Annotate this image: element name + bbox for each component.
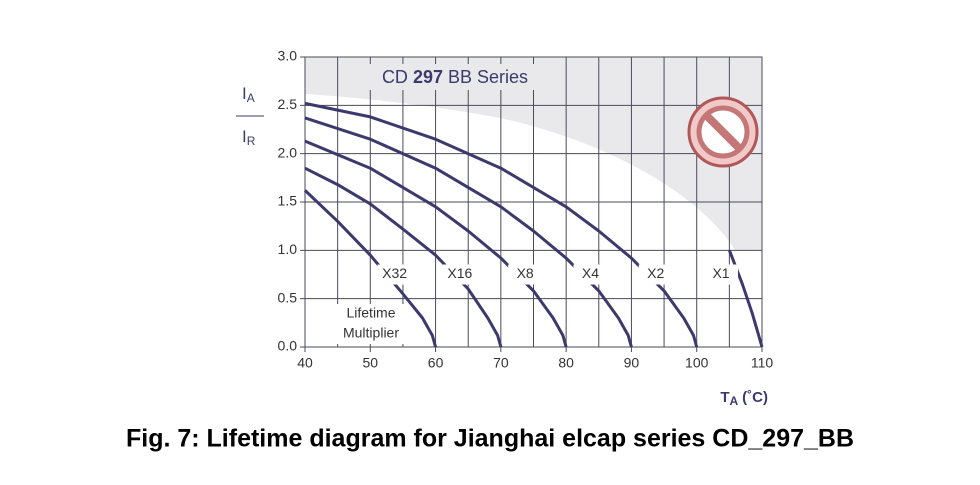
series-label: X16: [447, 265, 472, 281]
x-tick-label: 40: [297, 355, 313, 371]
annotation: Multiplier: [343, 325, 399, 341]
series-label: X8: [517, 265, 534, 281]
y-tick-label: 3.0: [278, 48, 298, 64]
series-label-bg: [442, 264, 477, 285]
series-line: [304, 139, 568, 348]
annotation: Lifetime: [346, 305, 395, 321]
x-tick-label: 60: [428, 355, 444, 371]
series-line: [304, 101, 699, 348]
x-tick-label: 110: [751, 355, 774, 371]
y-label-bottom: IR: [242, 127, 256, 148]
y-tick-label: 1.5: [278, 193, 298, 209]
series-label-bg: [508, 264, 543, 285]
series-label: X4: [582, 265, 599, 281]
prohibited-icon: [687, 96, 759, 168]
x-label-part: A: [730, 394, 739, 408]
series-label-bg: [573, 264, 608, 285]
x-label-part: (˚C): [742, 389, 768, 406]
y-label-part: I: [242, 127, 247, 146]
x-tick-label: 90: [624, 355, 640, 371]
caption: Fig. 7: Lifetime diagram for Jianghai el…: [126, 425, 854, 453]
series-line: [303, 189, 438, 348]
x-label: TA (˚C): [720, 389, 768, 408]
chart-title: CD 297 BB Series: [382, 67, 528, 87]
series-label: X32: [382, 265, 407, 281]
series-line: [304, 116, 633, 348]
series-label-bg: [638, 264, 673, 285]
series-label-bg: [377, 264, 412, 285]
y-label-part: R: [247, 134, 256, 148]
x-tick-label: 70: [493, 355, 509, 371]
y-label-part: A: [247, 91, 255, 105]
series-label: X2: [647, 265, 664, 281]
y-label-part: I: [242, 84, 247, 103]
x-label-part: T: [720, 389, 729, 406]
y-tick-label: 2.5: [278, 96, 298, 112]
y-label-top: IA: [242, 84, 255, 105]
series-line: [304, 166, 503, 348]
y-tick-label: 0.5: [278, 289, 298, 305]
plot-frame: [304, 56, 763, 348]
y-tick-label: 0.0: [278, 338, 298, 354]
x-tick-label: 80: [558, 355, 574, 371]
annotation-bg: [330, 304, 412, 344]
x-tick-label: 50: [362, 355, 378, 371]
y-tick-label: 2.0: [278, 144, 298, 160]
title-part: BB Series: [448, 67, 528, 87]
series-label-bg: [704, 264, 738, 285]
y-tick-label: 1.0: [278, 241, 298, 257]
x-tick-label: 100: [685, 355, 709, 371]
series-label: X1: [712, 265, 729, 281]
series-line: [727, 249, 764, 348]
title-bg: [360, 64, 550, 90]
title-part: CD: [382, 67, 408, 87]
title-part: 297: [413, 67, 443, 87]
